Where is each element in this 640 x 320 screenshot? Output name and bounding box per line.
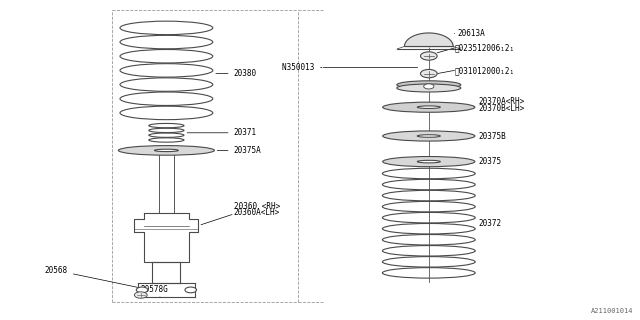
Ellipse shape [118, 146, 214, 155]
Text: ⓝ023512006₁2₁: ⓝ023512006₁2₁ [454, 43, 515, 52]
Text: 20372: 20372 [479, 220, 502, 228]
Circle shape [134, 292, 147, 298]
Circle shape [424, 84, 434, 89]
Circle shape [136, 287, 148, 293]
Text: 20568: 20568 [45, 266, 138, 287]
Ellipse shape [383, 156, 475, 167]
Circle shape [420, 69, 437, 78]
Circle shape [420, 52, 437, 60]
Text: 20370B<LH>: 20370B<LH> [479, 104, 525, 113]
Text: A211001014: A211001014 [591, 308, 634, 314]
Text: 20375: 20375 [479, 157, 502, 166]
Text: 20371: 20371 [187, 128, 257, 137]
Text: 20375A: 20375A [217, 146, 261, 155]
Text: Ⓦ031012000₁2₁: Ⓦ031012000₁2₁ [454, 66, 515, 75]
Ellipse shape [154, 149, 179, 152]
Ellipse shape [383, 102, 475, 112]
Circle shape [185, 287, 196, 293]
Ellipse shape [417, 135, 440, 137]
Text: 20578G: 20578G [141, 285, 168, 297]
Text: 20613A: 20613A [454, 29, 485, 38]
Ellipse shape [417, 106, 440, 108]
Text: 20380: 20380 [216, 69, 257, 78]
Text: 20370A<RH>: 20370A<RH> [479, 97, 525, 106]
Text: 20375B: 20375B [479, 132, 506, 140]
Ellipse shape [397, 81, 461, 89]
Ellipse shape [417, 160, 440, 163]
Ellipse shape [383, 131, 475, 141]
Text: N350013 -: N350013 - [282, 63, 323, 72]
Ellipse shape [397, 84, 461, 92]
Text: 20360A<LH>: 20360A<LH> [234, 208, 280, 217]
Text: 20360 <RH>: 20360 <RH> [201, 202, 280, 225]
